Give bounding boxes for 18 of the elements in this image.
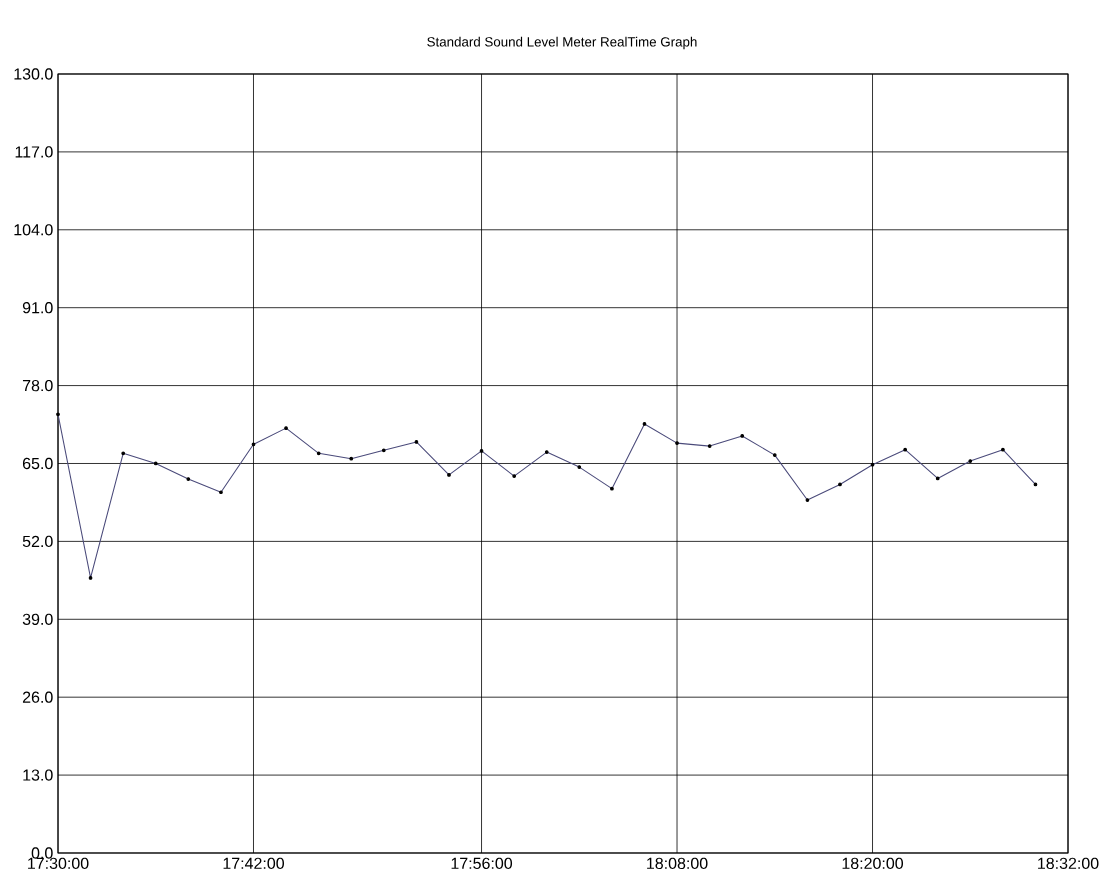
y-tick-label: 26.0 [22, 691, 53, 703]
x-tick-label: 18:20:00 [842, 857, 904, 870]
x-tick-label: 17:56:00 [451, 857, 513, 870]
y-tick-label: 65.0 [22, 457, 53, 470]
x-tick-label: 17:30:00 [28, 857, 89, 870]
y-tick-label: 52.0 [22, 535, 53, 548]
x-tick-label: 17:42:00 [223, 857, 285, 870]
y-tick-label: 130.0 [14, 68, 53, 80]
y-tick-label: 13.0 [23, 769, 53, 781]
y-tick-label: 104.0 [14, 224, 53, 236]
y-tick-label: 78.0 [22, 379, 53, 392]
y-tick-label: 117.0 [15, 146, 53, 158]
y-tick-label: 0.0 [31, 847, 53, 859]
x-tick-label: 18:32:00 [1038, 857, 1099, 870]
y-tick-label: 91.0 [22, 302, 53, 314]
chart-title: Standard Sound Level Meter RealTime Graph [427, 36, 697, 50]
x-tick-label: 18:08:00 [647, 857, 708, 870]
y-tick-label: 39.0 [22, 613, 53, 625]
